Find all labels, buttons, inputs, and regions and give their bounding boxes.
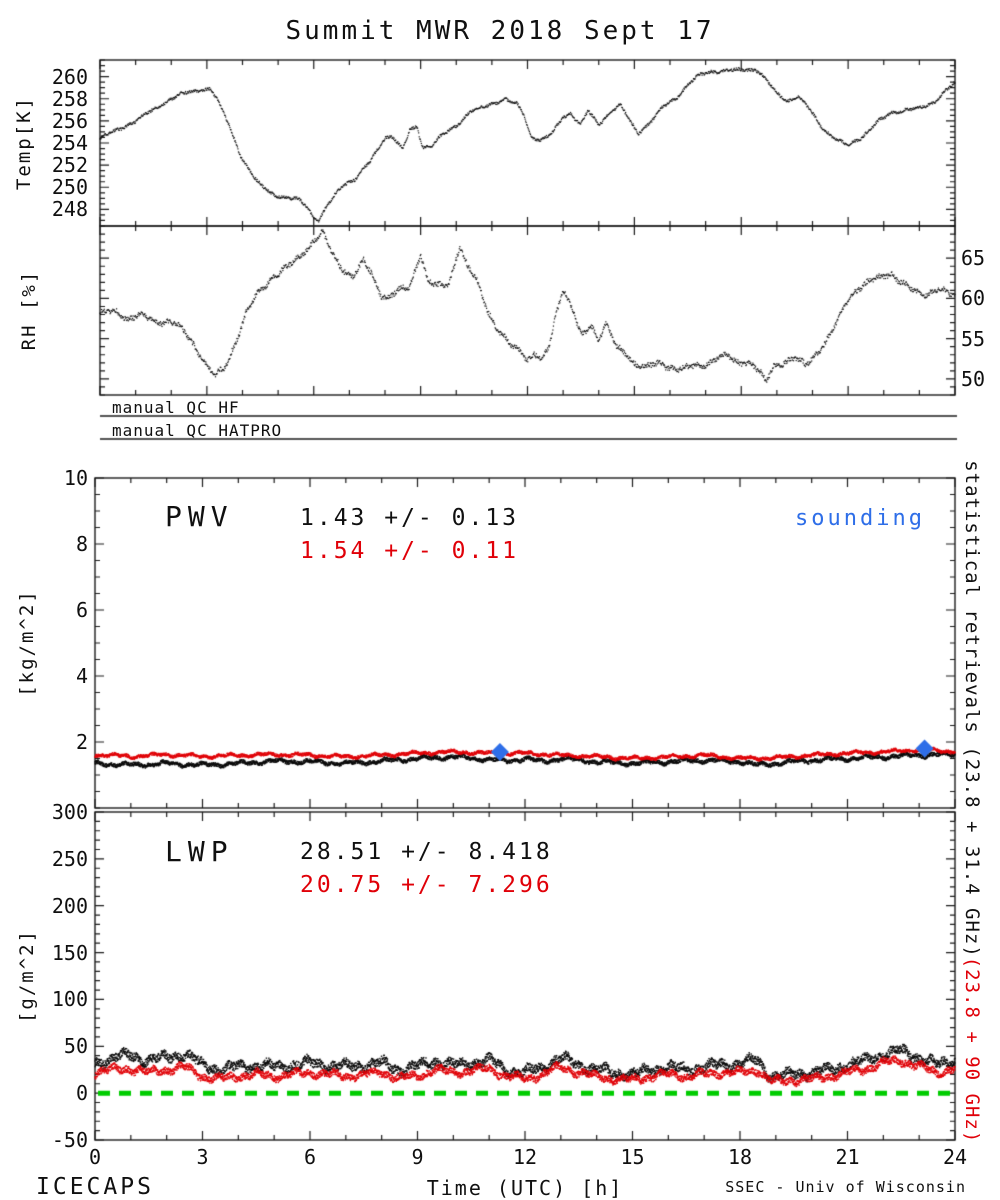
y-tick-label-lwp: 0	[75, 1081, 88, 1106]
y-tick-label-relative_humidity: 50	[961, 366, 986, 391]
right-axis-label-90ghz: (23.8 + 90 GHz)	[961, 956, 983, 1144]
x-axis-title: Time (UTC) [h]	[426, 1176, 624, 1200]
y-tick-label-lwp: 100	[51, 987, 88, 1012]
manual-qc-hatpro-label: manual QC HATPRO	[112, 421, 283, 440]
manual-qc-hf-label: manual QC HF	[112, 398, 240, 417]
y-tick-label-relative_humidity: 55	[961, 326, 986, 351]
figure-title: Summit MWR 2018 Sept 17	[285, 16, 715, 46]
y-tick-label-temperature: 254	[51, 131, 88, 155]
pwv-stat-red: 1.54 +/- 0.11	[300, 538, 520, 564]
x-tick-label: 24	[942, 1145, 968, 1169]
y-tick-label-pwv: 6	[75, 598, 88, 622]
y-tick-label-pwv: 2	[75, 730, 88, 754]
y-tick-label-pwv: 4	[75, 664, 88, 688]
y-tick-label-relative_humidity: 60	[961, 286, 986, 311]
y-tick-label-temperature: 248	[51, 197, 88, 222]
temp-axis-label: Temp[K]	[13, 95, 35, 191]
x-tick-label: 18	[727, 1145, 753, 1169]
y-tick-label-lwp: 50	[63, 1034, 88, 1059]
sounding-legend-label: sounding	[795, 506, 925, 531]
lwp-axis-label: [g/m^2]	[16, 928, 38, 1024]
footer-icecaps: ICECAPS	[36, 1174, 154, 1200]
y-tick-label-lwp: 250	[51, 846, 88, 871]
x-tick-label: 15	[620, 1145, 645, 1169]
x-tick-label: 9	[411, 1145, 424, 1169]
lwp-stat-black: 28.51 +/- 8.418	[300, 839, 553, 865]
x-tick-label: 21	[835, 1145, 860, 1169]
right-axis-label-statistical: statistical retrievals (23.8 + 31.4 GHz)	[961, 460, 983, 958]
x-tick-label: 6	[303, 1145, 317, 1169]
x-tick-label: 0	[88, 1145, 102, 1169]
x-tick-label: 12	[512, 1145, 538, 1169]
y-tick-label-temperature: 258	[51, 86, 88, 111]
y-tick-label-lwp: 150	[51, 940, 88, 965]
y-tick-label-temperature: 252	[51, 153, 88, 178]
lwp-stat-red: 20.75 +/- 7.296	[300, 872, 553, 898]
y-tick-label-pwv: 10	[63, 466, 88, 490]
y-tick-label-temperature: 256	[51, 108, 88, 133]
lwp-panel-label: LWP	[165, 835, 234, 868]
y-tick-label-temperature: 250	[51, 175, 88, 200]
pwv-stat-black: 1.43 +/- 0.13	[300, 505, 520, 531]
footer-ssec: SSEC - Univ of Wisconsin	[725, 1178, 966, 1196]
pwv-axis-label: [kg/m^2]	[16, 589, 38, 697]
y-tick-label-lwp: -50	[51, 1128, 88, 1152]
y-tick-label-pwv: 8	[75, 532, 88, 556]
pwv-panel-label: PWV	[165, 500, 234, 533]
y-tick-label-temperature: 260	[51, 64, 88, 89]
y-tick-label-lwp: 300	[51, 800, 88, 824]
x-tick-label: 3	[196, 1145, 209, 1169]
y-tick-label-relative_humidity: 65	[961, 246, 986, 271]
y-tick-label-lwp: 200	[51, 893, 88, 918]
rh-axis-label: RH [%]	[18, 269, 40, 351]
